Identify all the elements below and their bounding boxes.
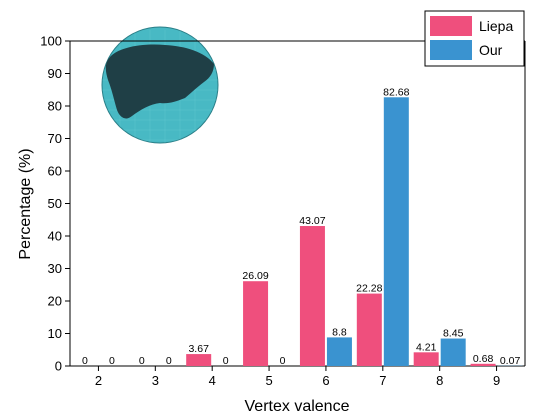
bar-our-8 [440,338,466,366]
data-label-liepa-6: 43.07 [299,215,325,227]
x-tick-label: 6 [322,373,329,388]
data-label-our-4: 0 [223,355,229,367]
bar-liepa-6 [299,226,325,366]
bar-our-6 [326,337,352,366]
y-tick-label: 80 [48,99,62,114]
data-label-liepa-2: 0 [82,355,88,367]
x-tick-label: 3 [152,373,159,388]
data-label-liepa-7: 22.28 [356,283,382,295]
y-tick-label: 40 [48,229,62,244]
data-label-liepa-9: 0.68 [473,353,494,365]
y-ticks: 0 10 20 30 40 50 60 70 80 90 100 [40,34,70,374]
y-tick-label: 100 [40,34,62,49]
x-tick-label: 9 [493,373,500,388]
y-axis-title: Percentage (%) [17,148,34,259]
data-label-our-2: 0 [109,355,115,367]
data-label-our-8: 8.45 [443,328,464,340]
x-tick-label: 4 [209,373,216,388]
x-ticks: 2 3 4 5 6 7 8 9 [95,366,500,388]
bar-liepa-4 [186,354,212,366]
bar-liepa-8 [413,352,439,366]
x-axis-title: Vertex valence [245,398,350,415]
data-label-liepa-5: 26.09 [242,270,268,282]
y-tick-label: 30 [48,261,62,276]
y-tick-label: 60 [48,164,62,179]
y-tick-label: 0 [55,359,62,374]
bars [186,97,523,366]
mesh-inset-image [101,26,219,144]
y-tick-label: 50 [48,196,62,211]
x-tick-label: 2 [95,373,102,388]
data-label-our-3: 0 [166,355,172,367]
y-tick-label: 10 [48,326,62,341]
mesh-opening [105,44,214,119]
bar-liepa-5 [243,281,269,366]
legend-swatch-our [430,40,472,60]
data-label-our-7: 82.68 [383,86,409,98]
y-tick-label: 70 [48,131,62,146]
bar-liepa-7 [356,293,382,366]
bar-our-7 [383,97,409,366]
y-tick-label: 90 [48,66,62,81]
data-label-liepa-3: 0 [139,355,145,367]
data-label-our-9: 0.07 [500,355,521,367]
data-label-liepa-8: 4.21 [416,341,437,353]
data-labels: 0 0 3.67 26.09 43.07 22.28 4.21 0.68 0 0 0 0 8.8 82.6… [82,86,520,367]
data-label-liepa-4: 3.67 [188,343,209,355]
legend-label-liepa: Liepa [479,18,513,34]
bar-liepa-9 [470,363,496,366]
legend-swatch-liepa [430,16,472,36]
legend-label-our: Our [479,42,503,58]
x-tick-label: 5 [265,373,272,388]
data-label-our-6: 8.8 [332,326,347,338]
y-tick-label: 20 [48,294,62,309]
data-label-our-5: 0 [280,355,286,367]
x-tick-label: 7 [379,373,386,388]
x-tick-label: 8 [436,373,443,388]
legend: Liepa Our [424,10,525,67]
